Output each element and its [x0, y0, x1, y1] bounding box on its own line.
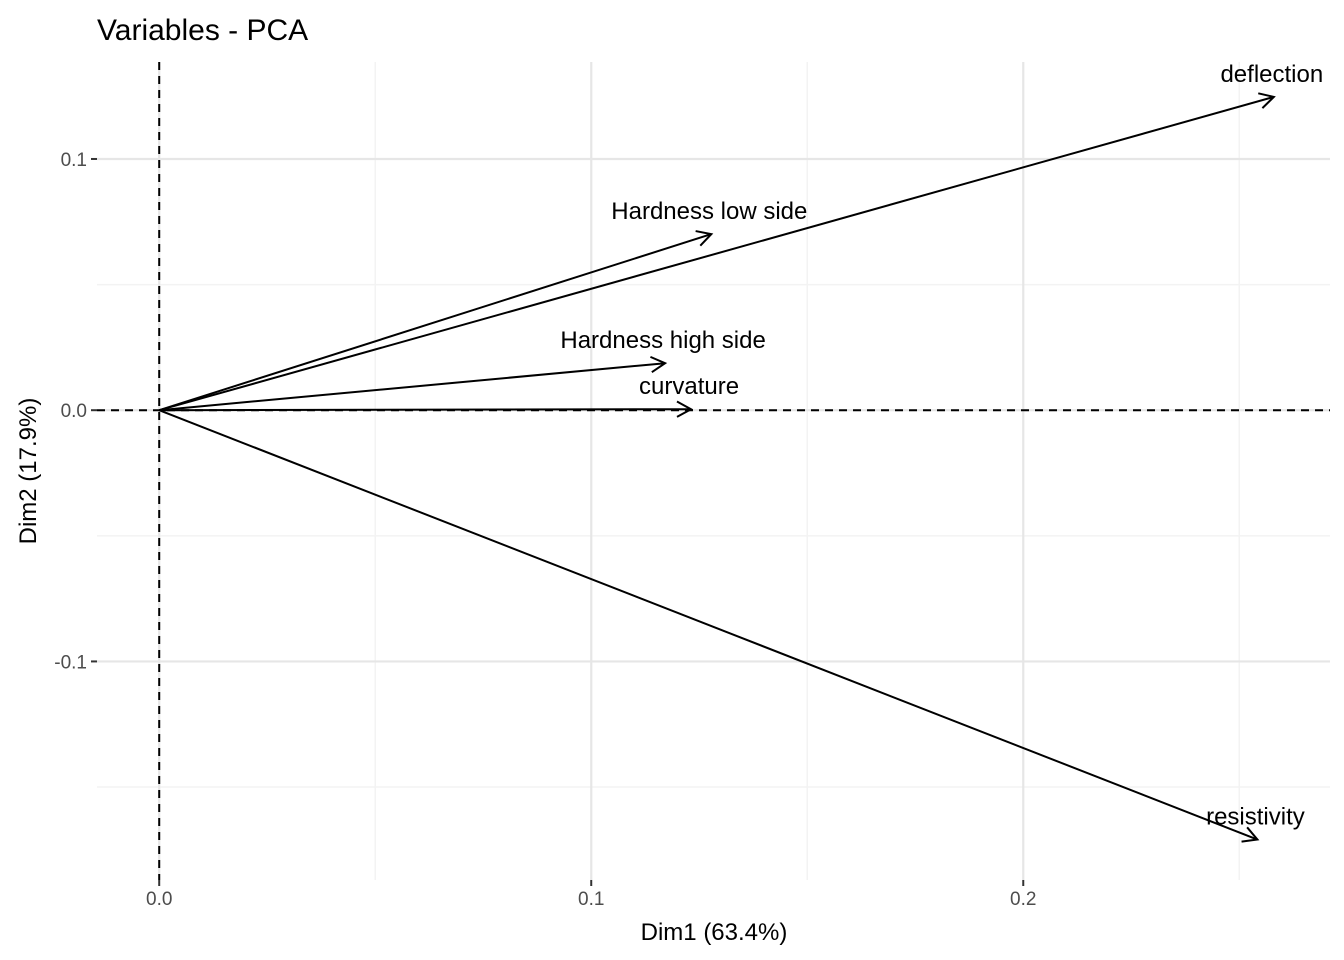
x-axis-label: Dim1 (63.4%) [641, 919, 788, 946]
arrow-shaft [158, 233, 712, 412]
axis-ticks: 0.0 0.1 0.2 -0.1 0.0 0.1 [54, 150, 1036, 910]
arrowhead-icon [650, 355, 668, 373]
variable-label: deflection [1220, 61, 1323, 88]
x-tick-label: 0.2 [1010, 889, 1036, 910]
arrowhead-icon [1241, 826, 1260, 843]
arrowhead-icon [676, 400, 694, 418]
variable-arrows: deflection Hardness low side Hardness high… [158, 61, 1323, 843]
grid [97, 62, 1330, 880]
arrow-shaft [158, 409, 1258, 841]
arrow-shaft [159, 362, 666, 412]
y-tick-label: 0.1 [61, 150, 87, 171]
variable-label: Hardness low side [611, 198, 807, 225]
y-tick-label: 0.0 [61, 401, 87, 422]
y-tick-label: -0.1 [54, 652, 87, 673]
variable-label: Hardness high side [560, 327, 765, 354]
x-tick-label: 0.1 [578, 889, 604, 910]
arrowhead-icon [1258, 92, 1276, 109]
y-axis-label: Dim2 (17.9%) [15, 398, 42, 545]
chart-title: Variables - PCA [97, 14, 308, 47]
arrowhead-icon [695, 230, 714, 247]
variable-label: curvature [639, 373, 739, 400]
reference-lines [97, 62, 1330, 880]
arrow-shaft [159, 408, 692, 412]
x-tick-label: 0.0 [146, 889, 172, 910]
variable-label: resistivity [1206, 804, 1305, 831]
arrow-shaft [158, 95, 1275, 412]
